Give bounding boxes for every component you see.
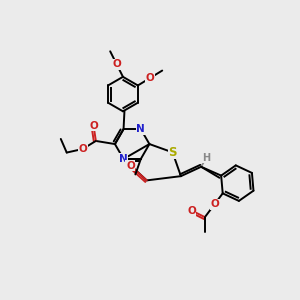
Text: O: O bbox=[126, 160, 135, 170]
Text: O: O bbox=[210, 199, 219, 209]
Text: O: O bbox=[78, 144, 87, 154]
Text: O: O bbox=[146, 73, 154, 83]
Text: N: N bbox=[136, 124, 145, 134]
Text: O: O bbox=[187, 206, 196, 215]
Text: S: S bbox=[168, 146, 177, 159]
Text: N: N bbox=[119, 154, 128, 164]
Text: O: O bbox=[89, 121, 98, 131]
Text: O: O bbox=[112, 59, 121, 69]
Text: H: H bbox=[202, 153, 210, 163]
